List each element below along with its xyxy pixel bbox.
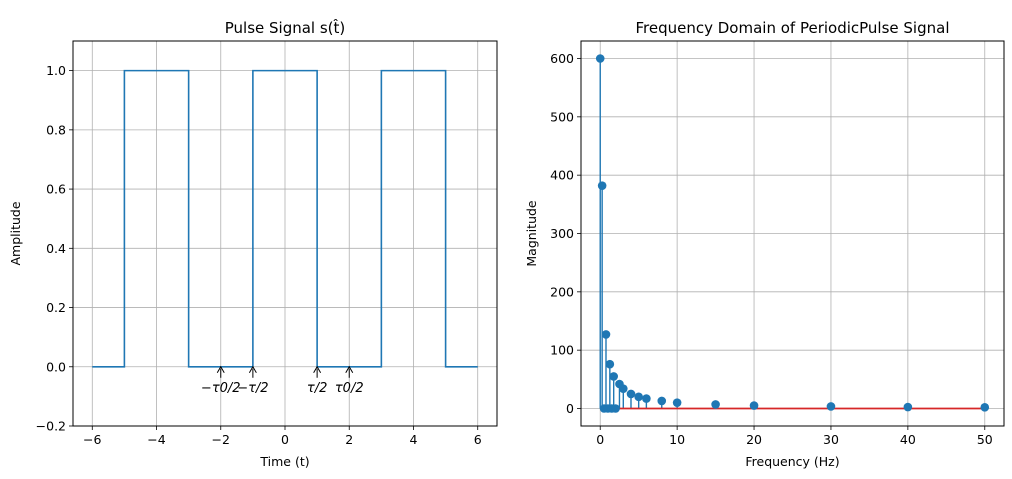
y-tick-label: 1.0 [46,63,66,78]
stem-marker [980,403,990,412]
y-tick-label: 500 [550,109,574,124]
stem-marker [609,372,618,381]
pulse-signal-chart: −6 −4 −2 0 2 4 6 −0.2 0.0 0.2 0.4 0.6 0.8 1.0 −τ0/2−τ/… [8,18,498,469]
x-tick-label: 0 [596,432,604,447]
stem-marker [619,384,628,393]
plot-frame [580,40,1005,427]
annotation-label: −τ0/2 [201,381,241,396]
y-tick-label: 100 [550,343,574,358]
y-tick-label: 200 [550,284,574,299]
frequency-domain-chart: 0 10 20 30 40 500100200300400500600Frequency … [524,19,1005,469]
annotation-arrow-head [345,365,354,374]
annotation-arrow-head [313,365,322,374]
x-tick-label: 0 [281,432,289,447]
y-axis-label: Amplitude [8,201,23,265]
y-tick-label: 0.6 [46,182,66,197]
chart-title: Frequency Domain of PeriodicPulse Signal [636,19,950,37]
x-tick-label: 40 [900,432,916,447]
stem-marker [826,402,836,411]
x-axis-label: Frequency (Hz) [745,454,839,469]
annotation-label: −τ/2 [237,381,268,396]
x-tick-label: 20 [746,432,762,447]
x-tick-label: −4 [147,432,165,447]
x-tick-label: 10 [669,432,685,447]
y-tick-label: 0 [566,401,574,416]
y-tick-label: 0.2 [46,300,66,315]
y-tick-label: −0.2 [36,419,66,434]
stem-marker [711,400,720,409]
y-tick-label: 400 [550,168,574,183]
x-tick-label: 6 [474,432,482,447]
x-tick-label: 2 [345,432,353,447]
stem-marker [605,359,615,369]
y-tick-label: 0.8 [46,122,66,137]
chart-title: Pulse Signal s(t̂) [225,18,346,37]
x-axis-label: Time (t) [259,454,309,469]
plot-frame [72,40,498,427]
x-tick-label: 4 [410,432,418,447]
stem-marker [611,404,620,413]
annotation-label: τ/2 [307,381,327,396]
y-tick-label: 600 [550,51,574,66]
stem-marker [595,54,605,63]
stem-marker [672,398,682,407]
stem-marker [642,394,651,403]
stem-marker [626,389,636,399]
y-tick-label: 0.4 [46,241,66,256]
stem-marker [597,181,607,190]
pulse-signal-line [92,69,478,368]
stem-marker [634,392,643,402]
y-tick-label: 0.0 [46,359,66,374]
x-tick-label: −2 [212,432,230,447]
x-tick-label: −6 [83,432,101,447]
stem-marker [903,402,913,412]
x-tick-label: 50 [977,432,993,447]
annotation-label: τ0/2 [335,381,364,396]
y-axis-label: Magnitude [524,200,539,267]
stem-marker [601,330,611,339]
y-tick-label: 300 [550,226,574,241]
stem-marker [657,396,667,406]
stem-marker [749,401,759,410]
annotation-arrow-head [248,365,257,374]
annotation-arrow-head [216,365,225,374]
x-tick-label: 30 [823,432,839,447]
